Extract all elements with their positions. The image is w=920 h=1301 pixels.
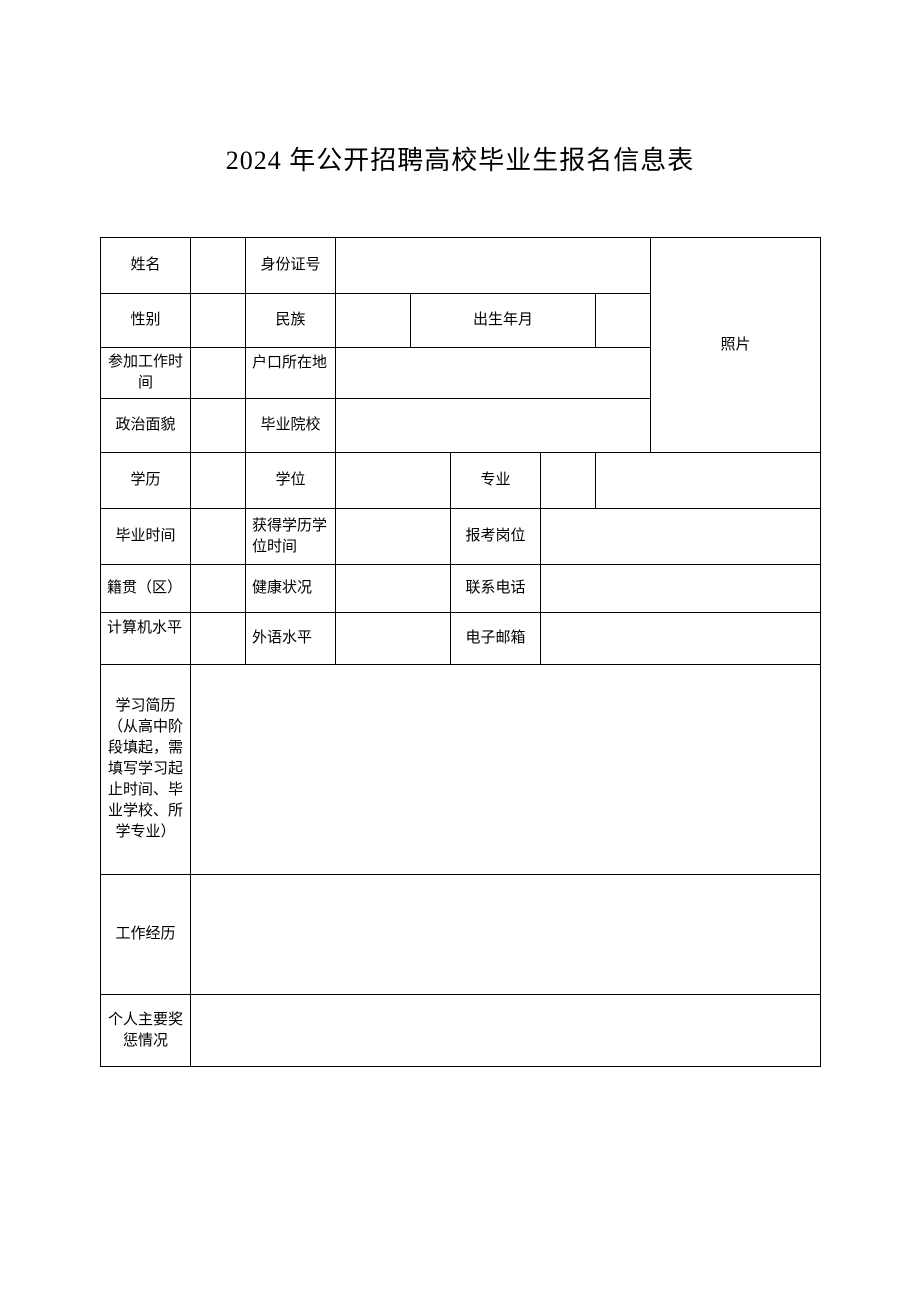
label-native-place: 籍贯（区） bbox=[101, 565, 191, 613]
value-email[interactable] bbox=[541, 613, 821, 665]
label-awards-punishments: 个人主要奖惩情况 bbox=[101, 995, 191, 1067]
value-foreign-language-level[interactable] bbox=[336, 613, 451, 665]
value-birth-date[interactable] bbox=[596, 294, 651, 348]
value-computer-level[interactable] bbox=[191, 613, 246, 665]
value-graduation-time[interactable] bbox=[191, 509, 246, 565]
value-health-status[interactable] bbox=[336, 565, 451, 613]
value-gender[interactable] bbox=[191, 294, 246, 348]
value-degree[interactable] bbox=[336, 453, 451, 509]
value-awards-punishments[interactable] bbox=[191, 995, 821, 1067]
label-email: 电子邮箱 bbox=[451, 613, 541, 665]
value-name[interactable] bbox=[191, 238, 246, 294]
photo-placeholder[interactable]: 照片 bbox=[651, 238, 821, 453]
label-name: 姓名 bbox=[101, 238, 191, 294]
value-political-status[interactable] bbox=[191, 399, 246, 453]
label-political-status: 政治面貌 bbox=[101, 399, 191, 453]
label-computer-level: 计算机水平 bbox=[101, 613, 191, 665]
label-ethnicity: 民族 bbox=[246, 294, 336, 348]
label-health-status: 健康状况 bbox=[246, 565, 336, 613]
label-work-experience: 工作经历 bbox=[101, 875, 191, 995]
table-row: 姓名 身份证号 照片 bbox=[101, 238, 821, 294]
value-hukou-location[interactable] bbox=[336, 348, 651, 399]
label-education-history: 学习简历（从高中阶段填起，需填写学习起止时间、毕业学校、所学专业） bbox=[101, 665, 191, 875]
table-row: 计算机水平 外语水平 电子邮箱 bbox=[101, 613, 821, 665]
label-applied-position: 报考岗位 bbox=[451, 509, 541, 565]
label-hukou-location: 户口所在地 bbox=[246, 348, 336, 399]
value-id-number[interactable] bbox=[336, 238, 651, 294]
label-gender: 性别 bbox=[101, 294, 191, 348]
value-graduation-school[interactable] bbox=[336, 399, 651, 453]
table-row: 籍贯（区） 健康状况 联系电话 bbox=[101, 565, 821, 613]
value-native-place[interactable] bbox=[191, 565, 246, 613]
label-education-level: 学历 bbox=[101, 453, 191, 509]
label-foreign-language-level: 外语水平 bbox=[246, 613, 336, 665]
table-row: 工作经历 bbox=[101, 875, 821, 995]
page-title: 2024 年公开招聘高校毕业生报名信息表 bbox=[100, 140, 820, 177]
value-education-level[interactable] bbox=[191, 453, 246, 509]
table-row: 学习简历（从高中阶段填起，需填写学习起止时间、毕业学校、所学专业） bbox=[101, 665, 821, 875]
value-phone[interactable] bbox=[541, 565, 821, 613]
registration-form-table: 姓名 身份证号 照片 性别 民族 出生年月 参加工作时间 户口所在地 政治面貌 … bbox=[100, 237, 821, 1067]
value-degree-obtain-time[interactable] bbox=[336, 509, 451, 565]
value-major[interactable] bbox=[596, 453, 821, 509]
table-row: 毕业时间 获得学历学位时间 报考岗位 bbox=[101, 509, 821, 565]
label-degree-obtain-time: 获得学历学位时间 bbox=[246, 509, 336, 565]
label-graduation-school: 毕业院校 bbox=[246, 399, 336, 453]
label-graduation-time: 毕业时间 bbox=[101, 509, 191, 565]
label-degree: 学位 bbox=[246, 453, 336, 509]
value-work-experience[interactable] bbox=[191, 875, 821, 995]
value-ethnicity[interactable] bbox=[336, 294, 411, 348]
value-applied-position[interactable] bbox=[541, 509, 821, 565]
label-phone: 联系电话 bbox=[451, 565, 541, 613]
value-major-narrow[interactable] bbox=[541, 453, 596, 509]
value-education-history[interactable] bbox=[191, 665, 821, 875]
label-major: 专业 bbox=[451, 453, 541, 509]
label-birth-date: 出生年月 bbox=[411, 294, 596, 348]
value-work-start-time[interactable] bbox=[191, 348, 246, 399]
label-work-start-time: 参加工作时间 bbox=[101, 348, 191, 399]
label-id-number: 身份证号 bbox=[246, 238, 336, 294]
table-row: 个人主要奖惩情况 bbox=[101, 995, 821, 1067]
table-row: 学历 学位 专业 bbox=[101, 453, 821, 509]
